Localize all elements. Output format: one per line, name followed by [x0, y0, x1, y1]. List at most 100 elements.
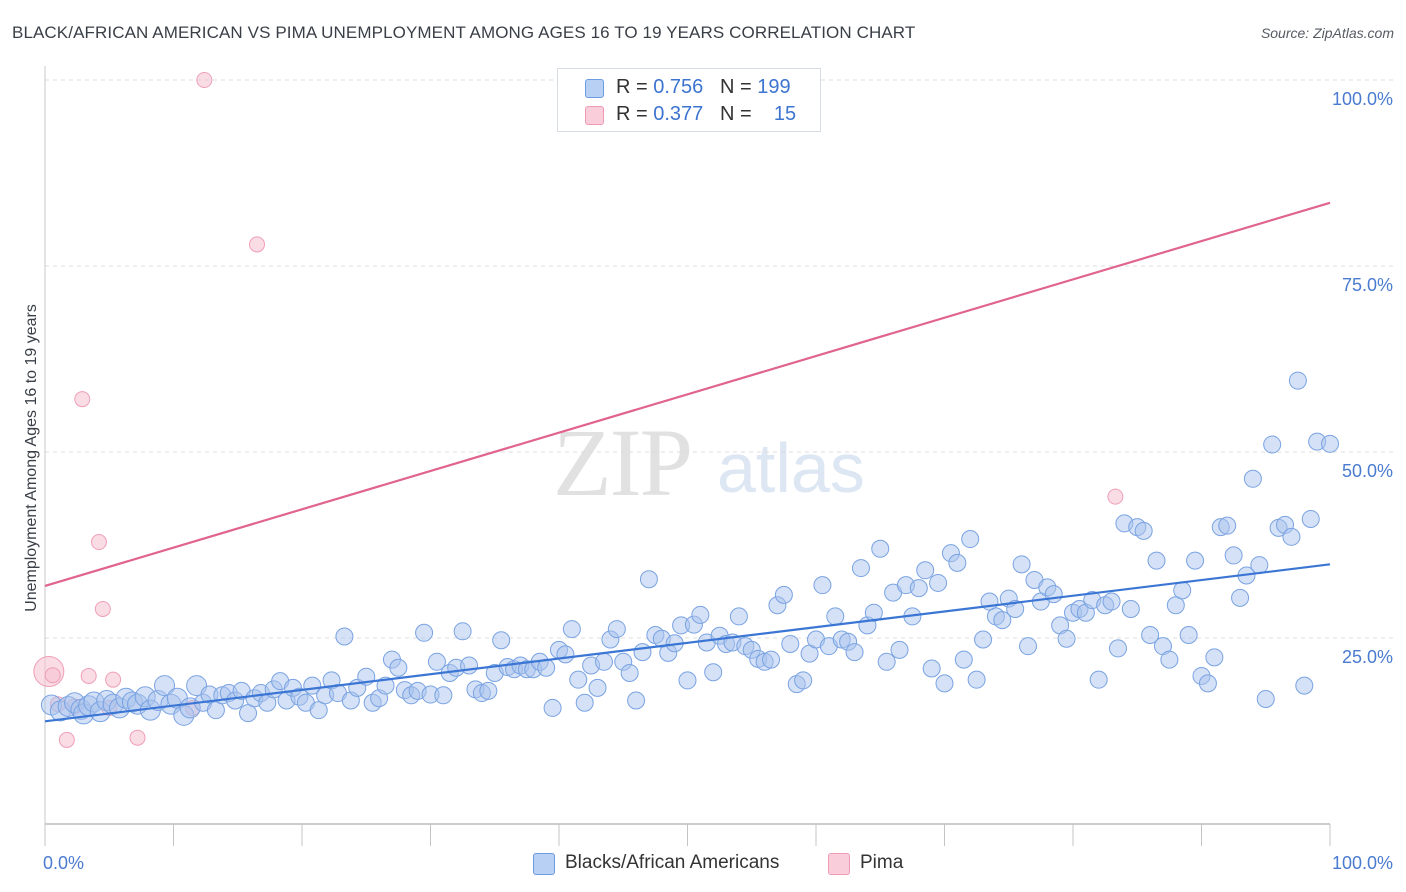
legend-row-pima: R = 0.377 N = 15	[558, 102, 820, 128]
legend-row-blacks: R = 0.756 N = 199	[558, 75, 820, 101]
pima-trend-line	[44, 201, 1331, 587]
blacks-point	[1231, 588, 1250, 607]
pima-point	[74, 391, 91, 408]
correlation-legend: R = 0.756 N = 199 R = 0.377 N = 15	[557, 68, 821, 132]
blacks-point	[890, 640, 909, 659]
blacks-point	[794, 671, 813, 690]
blacks-point	[1160, 650, 1179, 669]
blacks-point	[492, 631, 511, 650]
blue-swatch-icon	[585, 79, 604, 98]
blacks-point	[1108, 639, 1127, 658]
y-tick-label: 25.0%	[1342, 647, 1393, 667]
y-axis-label: Unemployment Among Ages 16 to 19 years	[23, 304, 40, 612]
blue-swatch-icon	[533, 853, 555, 875]
blacks-point	[954, 650, 973, 669]
blacks-point	[239, 704, 258, 723]
blacks-point	[556, 645, 575, 664]
blacks-point	[639, 570, 658, 589]
blacks-point	[826, 607, 845, 626]
blacks-point	[1186, 551, 1205, 570]
pima-point	[105, 671, 122, 688]
y-tick-label: 50.0%	[1342, 461, 1393, 481]
blacks-point	[1205, 648, 1224, 667]
pima-point	[1107, 488, 1124, 505]
blacks-point	[1301, 509, 1320, 528]
pink-swatch-icon	[828, 853, 850, 875]
blacks-point	[929, 573, 948, 592]
blacks-point	[453, 622, 472, 641]
r-label: R =	[616, 103, 648, 125]
blacks-point	[427, 652, 446, 671]
legend-text-pima: R = 0.377 N = 15	[616, 103, 796, 126]
blacks-point	[1141, 626, 1160, 645]
blacks-point	[909, 579, 928, 598]
n-value: 15	[773, 103, 797, 125]
blacks-point	[871, 539, 890, 558]
blacks-point	[460, 656, 479, 675]
watermark-atlas: atlas	[717, 429, 865, 507]
blacks-point	[1263, 435, 1282, 454]
blacks-point	[1288, 371, 1307, 390]
pima-points	[33, 72, 1124, 748]
blacks-point	[948, 553, 967, 572]
chart-title: BLACK/AFRICAN AMERICAN VS PIMA UNEMPLOYM…	[12, 23, 916, 42]
blacks-point	[1006, 599, 1025, 618]
blacks-point	[1179, 626, 1198, 645]
pima-point	[249, 236, 266, 253]
r-value: 0.377	[653, 103, 704, 125]
blacks-point	[851, 559, 870, 578]
blacks-point	[774, 585, 793, 604]
blacks-point	[1243, 469, 1262, 488]
blacks-point	[633, 643, 652, 662]
blacks-point	[309, 701, 328, 720]
n-label: N =	[719, 103, 752, 125]
blacks-point	[1012, 555, 1031, 574]
blacks-point	[1256, 690, 1275, 709]
blacks-point	[154, 675, 176, 697]
blacks-point	[1166, 596, 1185, 615]
blacks-trend-line	[44, 563, 1331, 723]
blacks-point	[729, 607, 748, 626]
blacks-point	[967, 670, 986, 689]
blacks-point	[588, 678, 607, 697]
r-value: 0.756	[653, 76, 704, 98]
blacks-point	[1173, 581, 1192, 600]
blacks-point	[1134, 521, 1153, 540]
pima-point	[94, 600, 111, 617]
blacks-point	[569, 670, 588, 689]
blacks-point	[781, 634, 800, 653]
blacks-point	[376, 676, 395, 695]
pima-point	[44, 667, 61, 684]
blacks-point	[974, 630, 993, 649]
blacks-point	[1282, 527, 1301, 546]
blacks-point	[1198, 674, 1217, 693]
blacks-points	[40, 371, 1339, 726]
bottom-legend-label: Blacks/African Americans	[565, 852, 780, 873]
blacks-point	[704, 663, 723, 682]
blacks-point	[627, 691, 646, 710]
blacks-point	[877, 652, 896, 671]
axes	[44, 66, 1331, 846]
blacks-point	[1019, 637, 1038, 656]
blacks-point	[678, 671, 697, 690]
blacks-point	[1295, 676, 1314, 695]
pima-point	[58, 731, 75, 748]
n-value: 199	[757, 76, 791, 98]
blacks-point	[1121, 599, 1140, 618]
blacks-point	[206, 701, 225, 720]
y-tick-label: 75.0%	[1342, 275, 1393, 295]
blacks-point	[1057, 629, 1076, 648]
trend-lines	[44, 201, 1331, 723]
blacks-point	[389, 658, 408, 677]
blacks-point	[961, 530, 980, 549]
bottom-legend-label: Pima	[860, 852, 904, 873]
blacks-point	[434, 686, 453, 705]
tick-labels: 25.0% 50.0% 75.0% 100.0% 0.0% 100.0%	[43, 89, 1393, 873]
blacks-point	[935, 674, 954, 693]
blacks-point	[864, 603, 883, 622]
chart-source: Source: ZipAtlas.com	[1260, 25, 1394, 41]
blacks-point	[620, 663, 639, 682]
blacks-point	[1224, 546, 1243, 565]
blacks-point	[1089, 670, 1108, 689]
